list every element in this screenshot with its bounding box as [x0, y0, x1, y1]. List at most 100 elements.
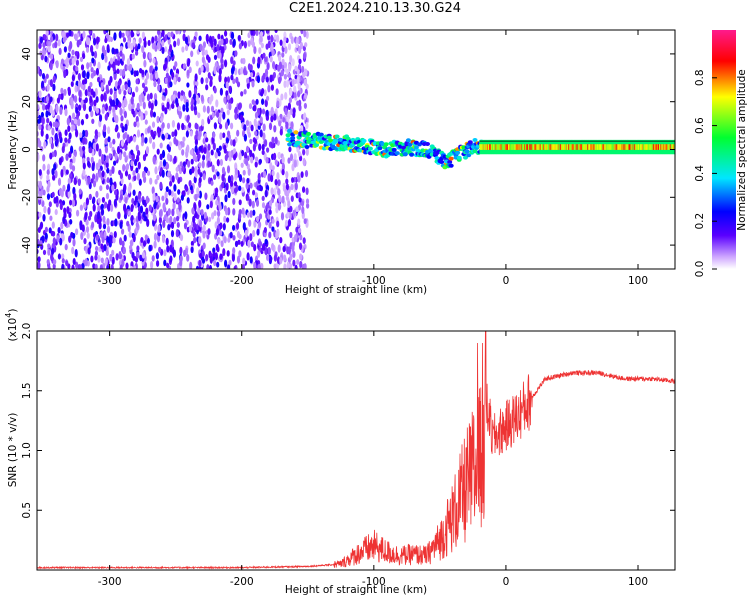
spectrogram-cell [666, 144, 669, 150]
spectrogram-cell [144, 137, 148, 144]
spectrogram-cell [206, 54, 210, 61]
spectrogram-cell [95, 36, 100, 45]
spectrogram-cell [383, 142, 389, 147]
spectrogram-cell [107, 80, 112, 86]
spectrogram-cell [52, 174, 56, 181]
spectrogram-cell [61, 30, 66, 39]
spectrogram-cell [264, 238, 268, 245]
spectrogram-cell [534, 144, 537, 150]
spectrogram-cell [166, 144, 170, 151]
spectrogram-cell [280, 70, 284, 77]
spectrogram-cell [582, 144, 584, 150]
spectrogram-cell [121, 240, 125, 247]
spectrogram-cell [108, 105, 112, 111]
spectrogram-cell [537, 144, 540, 150]
spectrogram-cell [86, 156, 90, 163]
spectrogram-cell [95, 245, 99, 252]
spectrogram-cell [134, 195, 138, 203]
spectrogram-cell [136, 30, 140, 35]
spectrogram-cell [630, 144, 633, 150]
spectrogram-cell [283, 263, 287, 269]
spectrogram-cell [168, 189, 172, 196]
spectrogram-cell [237, 239, 241, 245]
spectrogram-cell [97, 131, 101, 138]
spectrogram-cell [277, 152, 281, 158]
spectrogram-cell [140, 113, 144, 121]
spectrogram-cell [303, 112, 307, 121]
spectrogram-cell [223, 215, 227, 223]
spectrogram-cell [62, 184, 66, 192]
spectrogram-cell [287, 43, 292, 51]
spectrogram-cell [61, 145, 65, 154]
spectrogram-cell [656, 144, 658, 150]
spectrogram-cell [668, 144, 671, 150]
spectrogram-cell [70, 232, 74, 238]
spectrogram-cell [69, 218, 73, 225]
spectrogram-cell [97, 197, 101, 204]
spectrogram-cell [100, 208, 105, 216]
spectrogram-cell [204, 192, 208, 200]
spectrogram-cell [218, 74, 222, 83]
spectrogram-cell [289, 108, 293, 116]
spectrogram-cell [571, 144, 573, 150]
spectrogram-cell [491, 144, 493, 150]
spectrogram-cell [38, 90, 42, 99]
spectrogram-cell [190, 148, 194, 156]
spectrogram-cell [615, 144, 618, 150]
spectrogram-cell [170, 31, 174, 38]
spectrogram-cell [91, 221, 95, 229]
spectrogram-cell [141, 135, 145, 144]
spectrogram-cell [257, 172, 261, 181]
spectrogram-cell [273, 125, 277, 133]
spectrogram-cell [631, 144, 634, 150]
spectrogram-cell [245, 145, 250, 154]
spectrogram-cell [232, 235, 236, 241]
spectrogram-cell [51, 247, 55, 255]
spectrogram-cell [106, 264, 110, 269]
spectrogram-cell [41, 116, 45, 125]
colorbar-tick-label: 0.4 [694, 165, 706, 182]
spectrogram-cell [230, 67, 235, 75]
spectrogram-cell [157, 84, 161, 92]
spectrogram-cell [247, 239, 251, 248]
spectrogram-cell [252, 229, 256, 238]
spectrogram-cell [601, 144, 603, 150]
spectrogram-cell [496, 144, 498, 150]
spectrogram-cell [258, 143, 262, 152]
spectrogram-cell [82, 162, 86, 170]
spectrogram-cell [95, 190, 99, 198]
spectrogram-cell [143, 59, 147, 68]
spectrogram-cell [51, 127, 55, 136]
spectrogram-cell [109, 234, 113, 244]
spectrogram-cell [111, 249, 115, 256]
spectrogram-cell [38, 42, 42, 50]
spectrogram-cell [42, 163, 46, 171]
spectrogram-cell [95, 234, 99, 241]
spectrogram-cell [253, 261, 257, 269]
spectrogram-cell [116, 132, 121, 139]
spectrogram-cell [102, 223, 107, 230]
spectrogram-cell [61, 263, 65, 269]
spectrogram-cell [197, 112, 201, 119]
spectrogram-cell [135, 221, 139, 228]
spectrogram-cell [217, 238, 221, 244]
spectrogram-cell [278, 54, 282, 62]
spectrogram-cell [104, 103, 108, 112]
spectrogram-cell [284, 188, 288, 196]
spectrogram-cell [367, 146, 373, 151]
spectrogram-cell [193, 236, 197, 244]
spectrogram-cell [289, 231, 293, 239]
spectrogram-cell [264, 56, 268, 63]
spectrogram-cell [113, 198, 117, 208]
spectrogram-cell [612, 144, 615, 150]
spectrogram-cell [133, 135, 137, 143]
spectrogram-cell [47, 163, 51, 171]
spectrogram-cell [296, 76, 300, 85]
spectrogram-cell [139, 68, 143, 74]
spectrogram-cell [200, 94, 204, 102]
spectrogram-cell [634, 144, 637, 150]
spectrogram-cell [101, 236, 105, 244]
spectrogram-cell [234, 112, 238, 121]
spectrogram-cell [285, 79, 290, 88]
spectrogram-cell [55, 195, 59, 204]
